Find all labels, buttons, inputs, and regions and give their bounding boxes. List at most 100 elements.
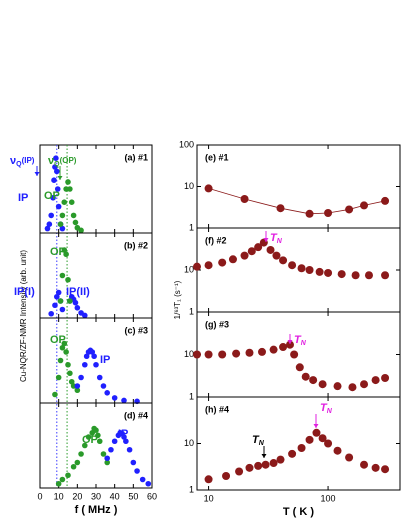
data-point [48, 310, 54, 317]
data-point [68, 199, 75, 205]
data-point [67, 298, 73, 304]
data-point [55, 480, 62, 487]
arrow-head [263, 238, 269, 242]
y-tick-label: 10 [184, 181, 194, 191]
data-point [145, 480, 152, 487]
data-point [297, 264, 306, 273]
data-point [276, 455, 285, 464]
data-point [351, 271, 360, 280]
data-point [360, 201, 369, 210]
data-point [218, 350, 227, 359]
data-point [55, 203, 62, 210]
x-tick-label: 20 [72, 491, 82, 501]
data-point [305, 435, 314, 444]
data-point [100, 451, 107, 457]
data-point [59, 225, 66, 232]
data-point [93, 427, 99, 434]
y-tick-label: 100 [179, 139, 194, 149]
data-point [61, 247, 68, 253]
data-point [57, 298, 64, 304]
data-point [254, 461, 263, 470]
data-point [245, 348, 254, 357]
data-point [54, 168, 60, 175]
annotation-text: OP [44, 190, 60, 202]
data-point [74, 305, 81, 311]
x-tick-label: 10 [204, 493, 214, 503]
data-point [381, 465, 390, 474]
data-point [74, 383, 81, 389]
x-axis-label: T ( K ) [283, 506, 314, 518]
data-point [288, 261, 297, 270]
annotation-sub: N [277, 238, 283, 245]
annotation-text: ν [10, 155, 16, 167]
data-point [345, 453, 354, 462]
data-point [104, 455, 110, 462]
y-axis-label: Cu-NQR/ZF-NMR Intensity (arb. unit) [19, 250, 28, 382]
data-point [269, 345, 278, 354]
data-point [59, 476, 66, 483]
data-point [104, 459, 110, 466]
data-point [276, 204, 285, 213]
data-point [312, 428, 321, 437]
data-point [104, 390, 110, 396]
data-point [65, 179, 71, 185]
annotation: IP [118, 428, 128, 440]
data-point [72, 299, 79, 306]
arrow-head [261, 454, 267, 458]
data-point [360, 460, 369, 469]
x-tick-label: 100 [321, 493, 336, 503]
data-point [240, 251, 249, 260]
data-point [95, 432, 101, 439]
annotation-text: IP(I) [14, 286, 35, 298]
annotation-text: OP [50, 334, 66, 346]
data-point [297, 444, 306, 453]
x-tick-label: 10 [54, 491, 64, 501]
data-point [72, 219, 79, 226]
data-point [254, 243, 263, 252]
data-point [59, 272, 66, 279]
data-point [309, 376, 318, 385]
data-point [269, 459, 278, 468]
x-tick-label: 40 [110, 491, 120, 501]
arrow-head [34, 172, 40, 176]
data-point [228, 255, 237, 264]
data-point [65, 361, 71, 368]
annotation: OP [82, 434, 98, 446]
data-point [324, 439, 333, 448]
data-point [74, 387, 81, 394]
data-point [78, 451, 84, 457]
data-point [96, 374, 103, 381]
data-point [305, 209, 314, 218]
data-point [55, 289, 62, 296]
data-point [288, 449, 297, 458]
data-point [91, 353, 97, 360]
annotation: IP(I) [14, 286, 35, 298]
data-point [324, 208, 333, 217]
data-point [123, 438, 129, 445]
data-point [78, 227, 84, 234]
data-point [272, 251, 281, 260]
data-point [100, 383, 107, 389]
panel-label: (g) #3 [205, 319, 229, 329]
annotation: IP [18, 192, 28, 204]
data-point [279, 256, 288, 265]
data-point [218, 258, 227, 267]
data-point [61, 340, 68, 347]
annotation-text: IP(II) [66, 286, 90, 298]
y-tick-label: 1 [189, 222, 194, 232]
annotation-text: T [320, 402, 328, 414]
data-point [70, 212, 77, 219]
data-point [337, 270, 346, 279]
data-point [96, 438, 103, 445]
annotation-text: ν [48, 155, 54, 167]
data-point [63, 349, 69, 355]
data-point [54, 186, 61, 192]
x-tick-label: 60 [147, 491, 157, 501]
panel-label: (e) #1 [205, 152, 229, 162]
annotation-suffix: (OP) [60, 156, 77, 165]
data-point [121, 434, 127, 440]
data-point [52, 302, 58, 309]
data-point [364, 271, 373, 280]
data-point [285, 340, 294, 349]
